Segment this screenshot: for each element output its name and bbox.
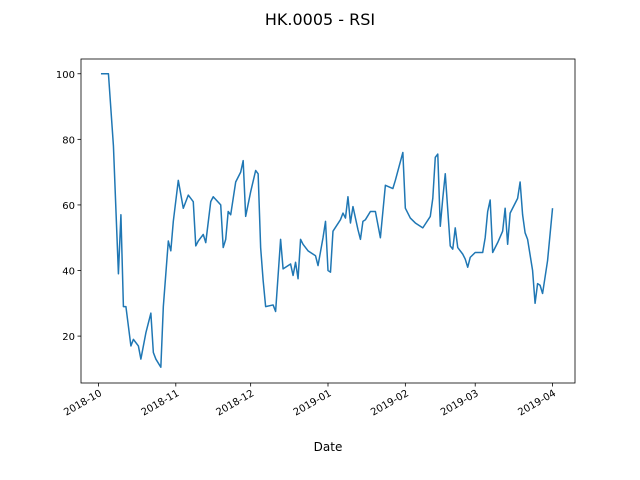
x-tick-label: 2018-12 [214,388,256,418]
x-tick-label: 2018-10 [62,388,104,418]
plot-frame [80,58,576,384]
y-tick-label: 40 [62,267,75,278]
y-tick-label: 80 [62,135,75,146]
x-tick-label: 2019-03 [439,388,481,418]
x-tick-label: 2019-04 [516,388,558,418]
chart-title: HK.0005 - RSI [265,10,375,29]
x-tick-label: 2019-01 [292,388,334,418]
x-tick-label: 2019-02 [369,388,411,418]
y-tick-label: 20 [62,332,75,343]
x-axis-label: Date [314,440,343,454]
line-series [100,73,554,369]
y-tick-label: 100 [56,70,75,81]
y-tick-label: 60 [62,201,75,212]
x-tick-label: 2018-11 [140,388,182,418]
